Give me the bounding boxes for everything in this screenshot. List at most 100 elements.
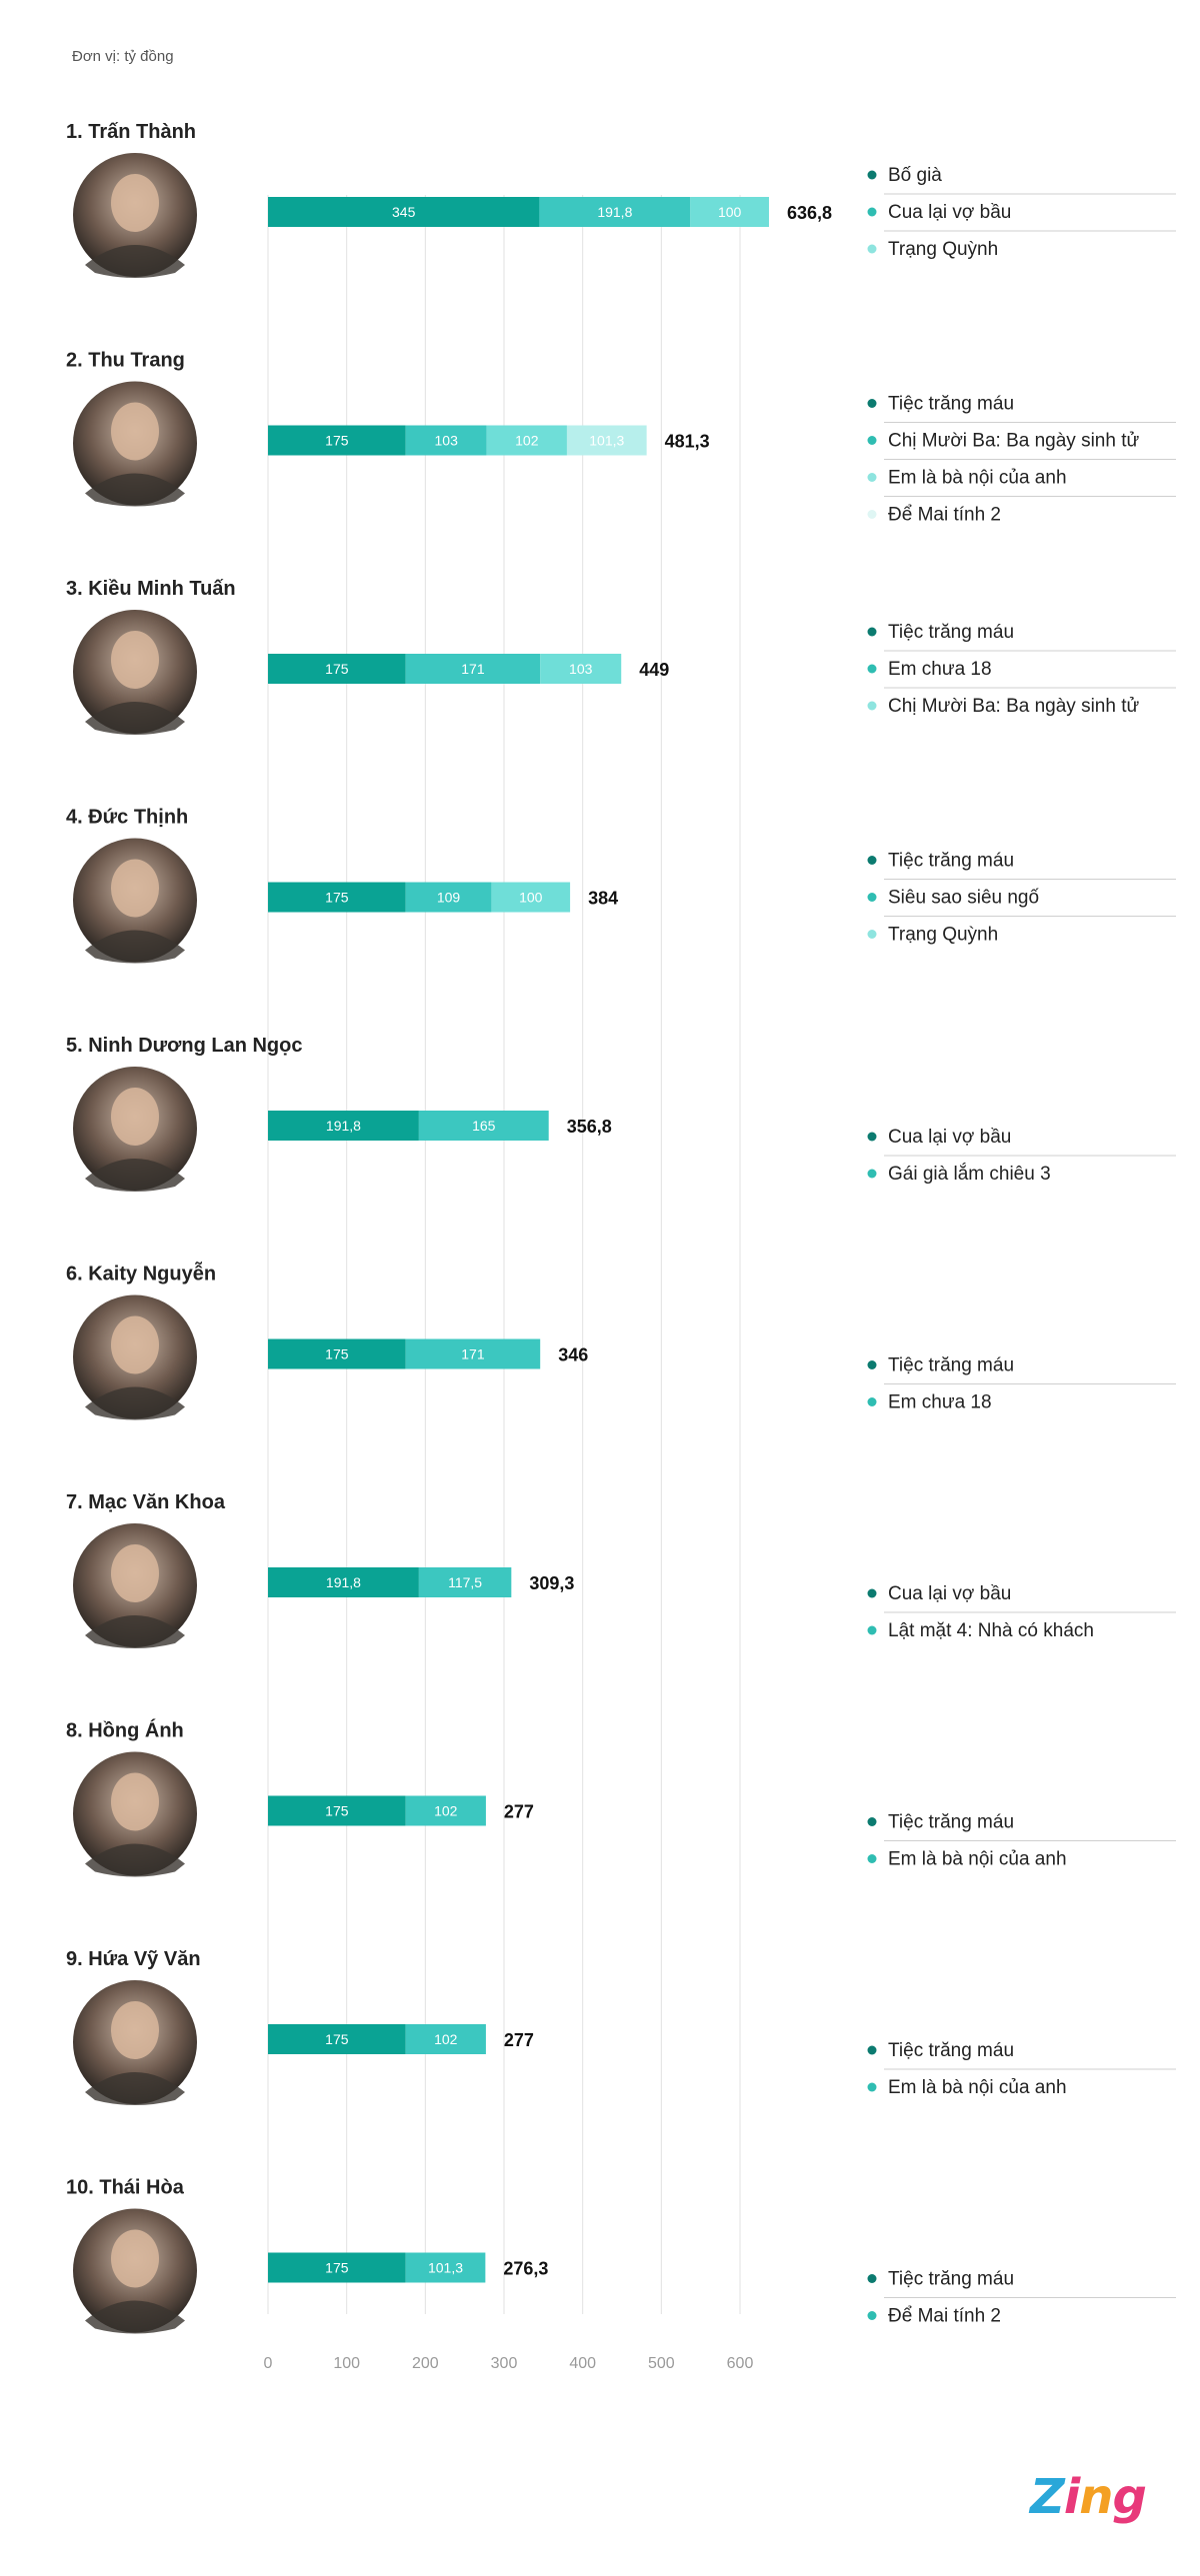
bar-segment	[268, 654, 406, 684]
legend-label: Bố già	[888, 165, 942, 186]
legend-label: Để Mai tính 2	[888, 505, 1001, 526]
legend-label: Cua lại vợ bầu	[888, 1127, 1011, 1148]
actor-photo-shoulders	[85, 245, 185, 278]
actor-name: 9. Hứa Vỹ Văn	[66, 1948, 201, 1970]
unit-label: Đơn vị: tỷ đồng	[72, 48, 174, 65]
actor-photo-shoulders	[85, 473, 185, 507]
bar-segment-label: 191,8	[326, 1574, 361, 1590]
actor-name: 8. Hồng Ánh	[66, 1719, 184, 1742]
legend-dot	[867, 510, 877, 519]
bar-segment	[268, 425, 406, 456]
legend-label: Siêu sao siêu ngố	[888, 888, 1039, 909]
bar-segment	[268, 197, 540, 227]
bar-segment	[268, 2024, 406, 2054]
bar-segment	[405, 882, 492, 913]
bar-segment-label: 109	[437, 890, 461, 906]
actor-photo-face	[111, 859, 159, 918]
bar-segment	[540, 654, 622, 684]
bar-total-label: 276,3	[503, 2259, 548, 2279]
actor-photo-face	[111, 2001, 159, 2059]
actor-photo-shoulders	[85, 1386, 185, 1420]
legend-label: Trạng Quỳnh	[888, 925, 998, 946]
bar-segment-label: 100	[519, 890, 543, 906]
legend-dot	[867, 207, 877, 217]
actor-photo-shoulders	[85, 2072, 185, 2105]
bar-segment	[418, 1567, 512, 1597]
legend-label: Tiệc trăng máu	[888, 1812, 1014, 1833]
legend-label: Em chưa 18	[888, 1392, 992, 1413]
legend-label: Cua lại vợ bầu	[888, 202, 1011, 223]
bar-segment	[405, 2024, 486, 2054]
legend-dot	[867, 399, 877, 408]
bar-segment	[268, 882, 406, 913]
x-tick-label: 300	[491, 2355, 518, 2372]
bar-total-label: 384	[588, 889, 618, 909]
bar-total-label: 309,3	[529, 1573, 574, 1593]
bar-total-label: 346	[558, 1345, 588, 1365]
legend-dot	[867, 1854, 877, 1863]
legend-label: Gái già lắm chiêu 3	[888, 1163, 1051, 1185]
x-tick-label: 400	[569, 2355, 596, 2372]
actor-photo-face	[111, 631, 159, 689]
x-tick-label: 600	[727, 2355, 754, 2372]
bar-segment	[268, 2252, 406, 2283]
bar-segment-label: 175	[325, 433, 349, 449]
legend-label: Chị Mười Ba: Ba ngày sinh tử	[888, 431, 1140, 452]
legend-dot	[867, 1360, 877, 1369]
legend-label: Em chưa 18	[888, 659, 992, 680]
bar-segment	[405, 425, 487, 456]
legend-dot	[867, 1397, 877, 1406]
actor-photo-face	[111, 1544, 159, 1602]
bar-segment-label: 103	[569, 661, 593, 677]
legend-label: Em là bà nội của anh	[888, 468, 1067, 489]
bar-segment	[405, 1795, 486, 1826]
actor-photo-face	[111, 174, 159, 232]
actor-name: 2. Thu Trang	[66, 350, 185, 372]
x-tick-label: 500	[648, 2355, 675, 2372]
bar-segment-label: 103	[435, 433, 459, 449]
actor-name: 4. Đức Thịnh	[66, 807, 188, 829]
bar-segment	[268, 1338, 406, 1369]
bar-segment-label: 191,8	[326, 1118, 361, 1134]
bar-segment	[486, 425, 567, 456]
bar-total-label: 449	[639, 660, 669, 680]
legend-dot	[867, 2274, 877, 2283]
legend-label: Chị Mười Ba: Ba ngày sinh tử	[888, 696, 1140, 717]
bar-segment-label: 102	[434, 2031, 458, 2047]
legend-dot	[867, 1625, 877, 1635]
actor-name: 10. Thái Hòa	[66, 2177, 185, 2199]
legend-label: Cua lại vợ bầu	[888, 1583, 1011, 1604]
legend-dot	[867, 1132, 877, 1142]
actor-name: 1. Trấn Thành	[66, 121, 196, 143]
actor-photo-face	[111, 1315, 159, 1374]
actor-photo-shoulders	[85, 1159, 185, 1192]
legend-label: Trạng Quỳnh	[888, 239, 998, 260]
bar-total-label: 277	[504, 2030, 534, 2050]
bar-segment	[405, 1338, 541, 1369]
bar-segment-label: 191,8	[597, 204, 632, 220]
bar-total-label: 356,8	[567, 1117, 612, 1137]
legend-dot	[867, 473, 877, 482]
actor-name: 3. Kiều Minh Tuấn	[66, 578, 236, 600]
legend-label: Lật mặt 4: Nhà có khách	[888, 1620, 1094, 1641]
bar-segment-label: 175	[325, 2260, 349, 2276]
bar-total-label: 277	[504, 1802, 534, 1822]
legend-dot	[867, 2311, 877, 2320]
bar-segment-label: 345	[392, 204, 416, 220]
bar-segment	[491, 882, 571, 913]
bar-segment-label: 175	[325, 1803, 349, 1819]
legend-dot	[867, 2082, 877, 2092]
legend-dot	[867, 930, 877, 939]
legend-dot	[867, 664, 877, 674]
legend-label: Tiệc trăng máu	[888, 2269, 1014, 2290]
legend-dot	[867, 893, 877, 902]
legend-dot	[867, 1169, 877, 1179]
actor-name: 7. Mạc Văn Khoa	[66, 1491, 226, 1513]
bar-total-label: 481,3	[665, 432, 710, 452]
legend-dot	[867, 701, 877, 711]
legend-label: Để Mai tính 2	[888, 2306, 1001, 2327]
bar-segment	[405, 654, 541, 684]
bar-segment-label: 102	[434, 1803, 458, 1819]
legend-label: Em là bà nội của anh	[888, 2077, 1067, 2098]
